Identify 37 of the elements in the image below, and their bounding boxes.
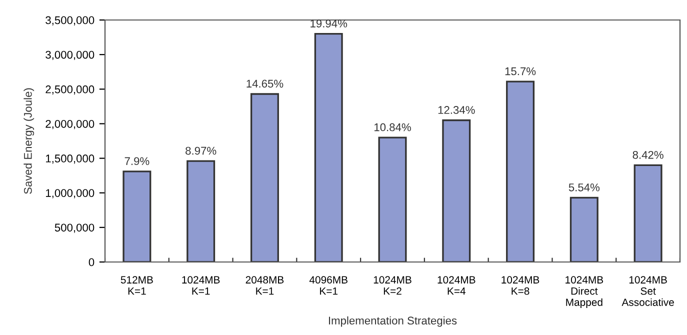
bar	[378, 136, 407, 262]
x-tick-label: 1024MB Direct Mapped	[566, 276, 604, 308]
x-tick-label: 1024MB K=2	[374, 276, 412, 295]
bar	[570, 196, 598, 262]
annotation: 7.9%	[124, 157, 150, 166]
y-tick-label: 1,500,000	[46, 154, 94, 164]
x-tick-label: 512MB K=1	[120, 276, 153, 295]
y-tick-label: 1,000,000	[46, 189, 94, 198]
annotation: 14.65%	[246, 80, 284, 88]
x-tick-label: 1024MB K=8	[502, 276, 540, 295]
x-tick-label: 2048MB K=1	[246, 276, 284, 295]
bar	[186, 160, 216, 262]
annotation: 15.7%	[505, 67, 536, 76]
bar	[634, 164, 662, 262]
x-axis-title: Implementation Strategies	[328, 316, 457, 327]
bar	[250, 93, 279, 262]
y-tick-label: 0	[88, 258, 94, 266]
annotation: 5.54%	[568, 184, 600, 192]
annotation: 10.84%	[374, 123, 411, 132]
x-tick-label: 1024MB Set Associative	[622, 276, 674, 306]
bar	[122, 170, 152, 262]
x-tick-label: 1024MB K=1	[182, 276, 220, 295]
bar	[314, 32, 343, 262]
bar	[506, 80, 535, 262]
y-tick-label: 3,500,000	[46, 16, 94, 26]
y-tick-label: 2,500,000	[46, 85, 94, 95]
bar	[442, 119, 471, 262]
annotation: 8.97%	[186, 146, 216, 155]
annotation: 8.42%	[632, 150, 664, 159]
y-tick-label: 3,000,000	[46, 50, 94, 60]
annotation: 12.34%	[438, 106, 475, 114]
annotation: 19.94%	[310, 20, 348, 28]
x-tick-label: 1024MB K=4	[438, 276, 476, 295]
x-tick-label: 4096MB K=1	[309, 276, 348, 295]
y-tick-label: 500,000	[54, 224, 94, 233]
y-tick-label: 2,000,000	[46, 120, 94, 130]
y-axis-title: Saved Energy (Joule)	[24, 88, 34, 194]
